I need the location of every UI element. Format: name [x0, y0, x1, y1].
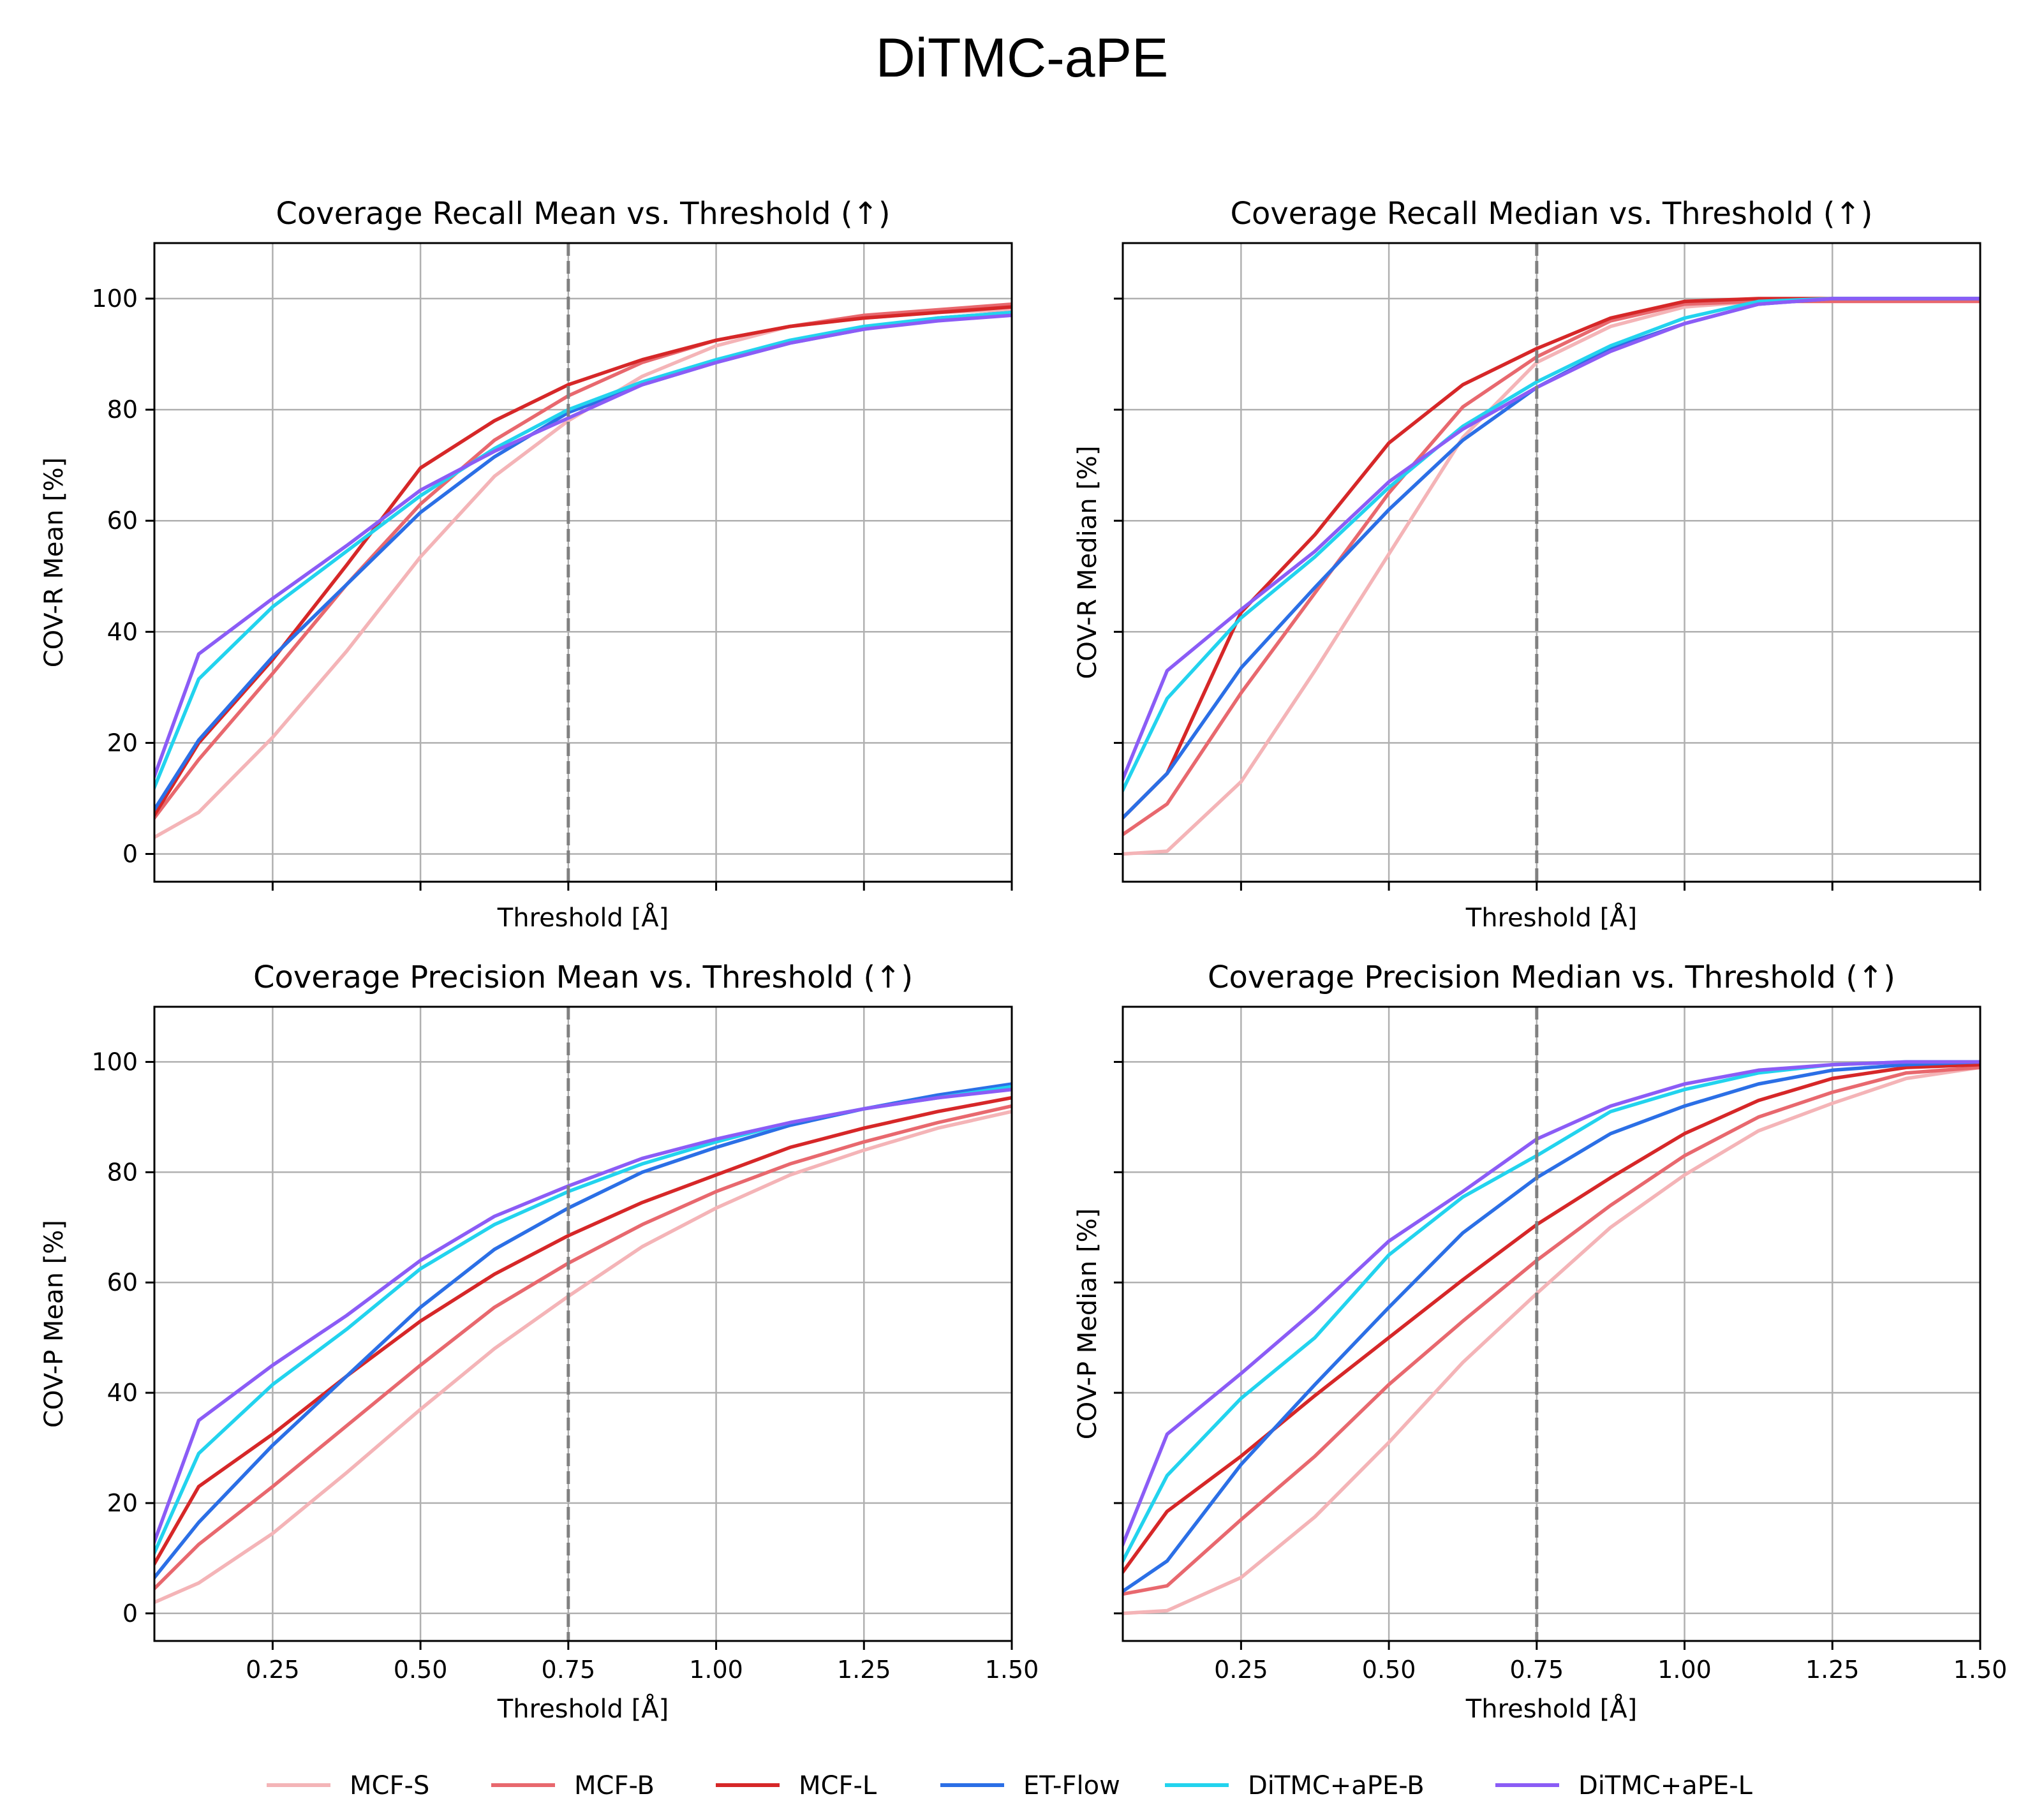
series-line-mcf-l	[154, 305, 1012, 818]
subplot-title: Coverage Precision Mean vs. Threshold (↑…	[253, 960, 913, 995]
legend-item-ditmc-ape-l: DiTMC+aPE-L	[1495, 1771, 1753, 1800]
x-axis-label: Threshold [Å]	[1465, 902, 1637, 933]
axes-frame	[1122, 242, 1981, 883]
y-axis-label: COV-P Mean [%]	[40, 1220, 69, 1428]
y-tick-label: 20	[107, 729, 138, 757]
legend-label: ET-Flow	[1023, 1771, 1120, 1800]
legend: MCF-S MCF-B MCF-L ET-Flow DiTMC+aPE-B DiTMC+a…	[267, 1771, 1753, 1800]
y-tick-label: 80	[107, 396, 138, 424]
legend-item-mcf-b: MCF-B	[491, 1771, 655, 1800]
x-tick-label: 0.75	[542, 1656, 596, 1684]
legend-item-mcf-s: MCF-S	[267, 1771, 429, 1800]
legend-label: MCF-L	[799, 1771, 877, 1800]
subplot-1: 0 20 40 60 80 100 Coverage Recall Mean vs. Thr…	[40, 196, 1013, 933]
subplot-title: Coverage Recall Mean vs. Threshold (↑)	[276, 196, 890, 232]
x-tick-label: 1.25	[1805, 1656, 1860, 1684]
subplot-title: Coverage Recall Median vs. Threshold (↑)	[1231, 196, 1873, 232]
y-tick-label: 40	[107, 1379, 138, 1407]
y-tick-label: 100	[91, 285, 138, 313]
y-axis-label: COV-R Median [%]	[1073, 445, 1102, 679]
legend-label: DiTMC+aPE-L	[1578, 1771, 1753, 1800]
y-axis-label: COV-R Mean [%]	[40, 457, 69, 668]
subplot-grid: 0 20 40 60 80 100 Coverage Recall Mean vs. Thr…	[40, 196, 2007, 1724]
axes-frame	[153, 1005, 1013, 1642]
y-axis-label: COV-P Median [%]	[1073, 1208, 1102, 1439]
x-tick-label: 1.00	[689, 1656, 743, 1684]
x-tick-label: 1.00	[1657, 1656, 1712, 1684]
legend-item-ditmc-ape-b: DiTMC+aPE-B	[1165, 1771, 1425, 1800]
x-tick-label: 0.25	[246, 1656, 300, 1684]
subplot-2: Coverage Recall Median vs. Threshold (↑)…	[1073, 196, 1981, 933]
y-tick-label: 60	[107, 507, 138, 535]
y-tick-label: 0	[122, 840, 138, 868]
figure-title: DiTMC-aPE	[876, 27, 1169, 89]
legend-item-mcf-l: MCF-L	[716, 1771, 877, 1800]
series-line-ditmc-ape-l	[154, 313, 1012, 779]
subplot-4: 0.25 0.50 0.75 1.00 1.25 1.50 Coverage Precisi…	[1073, 960, 2007, 1724]
y-tick-label: 60	[107, 1268, 138, 1296]
subplot-title: Coverage Precision Median vs. Threshold …	[1208, 960, 1895, 995]
x-axis-label: Threshold [Å]	[497, 1693, 669, 1724]
y-tick-label: 100	[91, 1048, 138, 1076]
x-tick-label: 0.75	[1510, 1656, 1564, 1684]
legend-label: MCF-S	[350, 1771, 429, 1800]
x-tick-label: 0.50	[394, 1656, 448, 1684]
x-tick-label: 1.50	[985, 1656, 1039, 1684]
y-tick-label: 80	[107, 1158, 138, 1186]
y-tick-label: 40	[107, 618, 138, 646]
x-tick-label: 0.25	[1214, 1656, 1268, 1684]
series-line-mcf-l	[154, 1095, 1012, 1566]
legend-label: DiTMC+aPE-B	[1248, 1771, 1425, 1800]
grid	[1123, 1007, 1981, 1641]
y-tick-label: 0	[122, 1599, 138, 1628]
subplot-3: 0.25 0.50 0.75 1.00 1.25 1.50 0 20 40 60 80 100 Cove…	[40, 960, 1039, 1724]
x-axis-label: Threshold [Å]	[1465, 1693, 1637, 1724]
y-tick-label: 20	[107, 1489, 138, 1517]
axes-frame	[1122, 1005, 1981, 1642]
legend-item-et-flow: ET-Flow	[940, 1771, 1120, 1800]
x-axis-label: Threshold [Å]	[497, 902, 669, 933]
x-tick-label: 1.50	[1953, 1656, 2008, 1684]
x-tick-label: 0.50	[1362, 1656, 1416, 1684]
x-tick-label: 1.25	[837, 1656, 891, 1684]
axes-frame	[153, 242, 1013, 883]
legend-label: MCF-B	[574, 1771, 655, 1800]
